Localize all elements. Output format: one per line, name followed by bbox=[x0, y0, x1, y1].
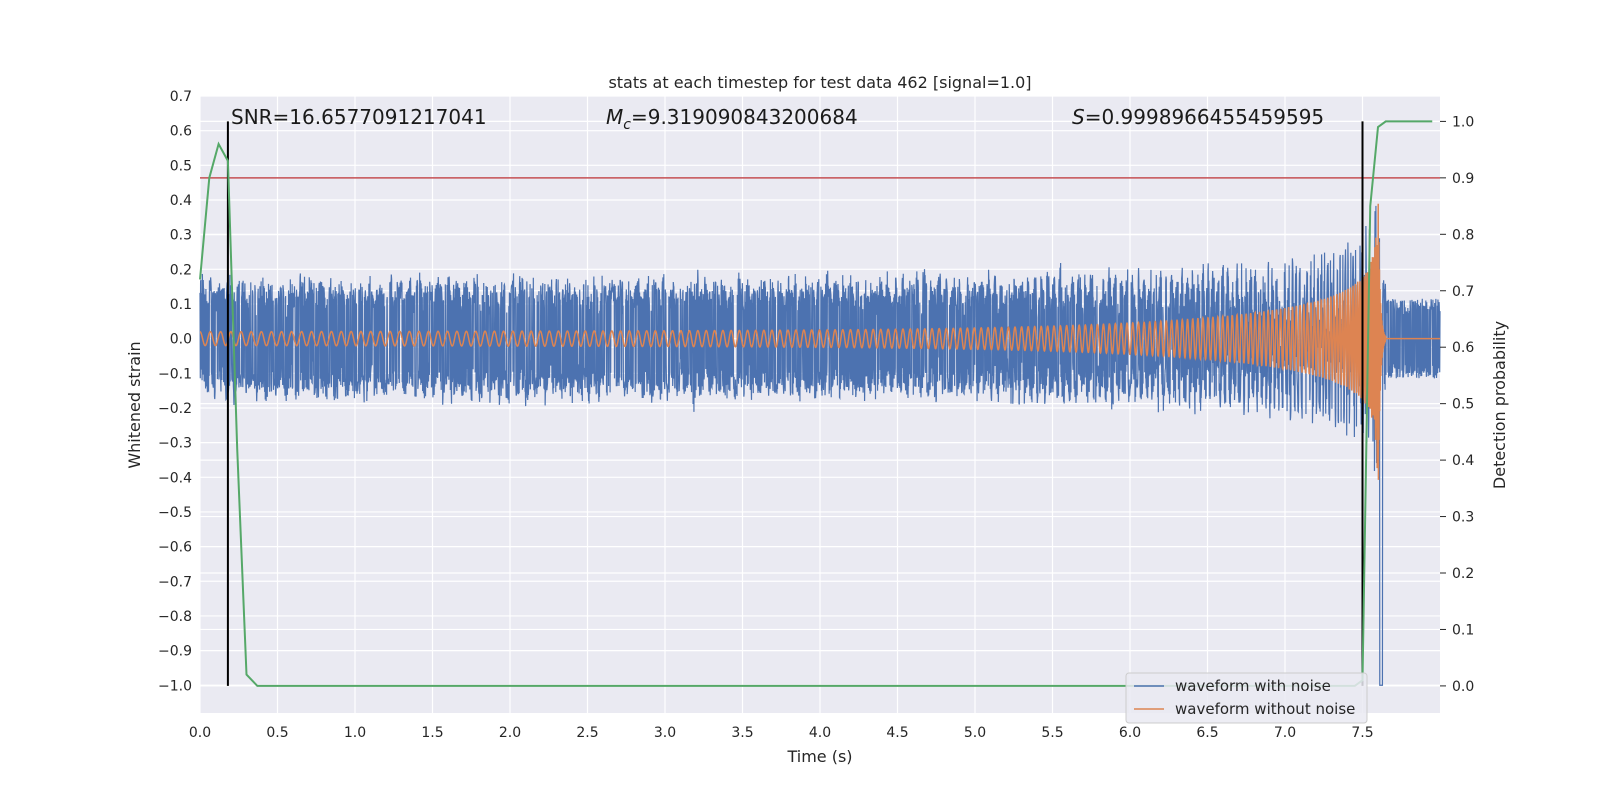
x-tick-label: 0.0 bbox=[189, 725, 211, 741]
y-tick-label: −0.7 bbox=[158, 574, 192, 590]
y2-tick-label: 0.7 bbox=[1452, 284, 1474, 300]
y-tick-label: −0.8 bbox=[158, 609, 192, 625]
legend-box bbox=[1125, 672, 1368, 724]
x-tick-label: 7.0 bbox=[1274, 725, 1296, 741]
y2-tick-label: 0.3 bbox=[1452, 510, 1474, 526]
y-tick-label: 0.0 bbox=[170, 332, 192, 348]
y-tick-label: −0.1 bbox=[158, 366, 192, 382]
y-tick-label: 0.1 bbox=[170, 297, 192, 313]
y2-tick-label: 0.1 bbox=[1452, 622, 1474, 638]
series-line-waveform-with-noise bbox=[199, 205, 1441, 686]
y2-tick-label: 0.0 bbox=[1452, 679, 1474, 695]
annotation-s-symbol: S bbox=[1072, 105, 1085, 129]
x-tick-label: 0.5 bbox=[266, 725, 288, 741]
legend-label-waveform-without-noise: waveform without noise bbox=[1175, 700, 1355, 718]
x-tick-label: 3.5 bbox=[731, 725, 753, 741]
y2-tick-label: 0.2 bbox=[1452, 566, 1474, 582]
x-tick-label: 6.0 bbox=[1119, 725, 1141, 741]
y2-tick-label: 0.8 bbox=[1452, 227, 1474, 243]
series-line-waveform-without-noise bbox=[199, 203, 1440, 480]
annotation-mc-symbol: M bbox=[606, 105, 623, 129]
y-axis-label: Whitened strain bbox=[125, 341, 144, 468]
x-tick-label: 6.5 bbox=[1196, 725, 1218, 741]
y-tick-label: −1.0 bbox=[158, 678, 192, 694]
x-tick-label: 2.0 bbox=[499, 725, 521, 741]
y-tick-label: 0.2 bbox=[170, 262, 192, 278]
y-tick-label: 0.7 bbox=[170, 89, 192, 105]
annotation-mc-subscript: c bbox=[623, 117, 631, 133]
y2-axis-ticks: 1.0 0.9 0.8 0.7 0.6 0.5 0.4 0.3 0.2 0.1 0.0 bbox=[1440, 114, 1474, 695]
y2-axis-label: Detection probability bbox=[1490, 321, 1509, 489]
vertical-markers bbox=[226, 121, 1364, 686]
y-tick-label: 0.6 bbox=[170, 124, 192, 140]
x-tick-label: 5.5 bbox=[1041, 725, 1063, 741]
annotation-s-value: =0.9998966455459595 bbox=[1085, 105, 1324, 129]
x-tick-label: 1.0 bbox=[344, 725, 366, 741]
chart-title: stats at each timestep for test data 462… bbox=[608, 73, 1031, 92]
x-tick-label: 3.0 bbox=[654, 725, 676, 741]
y-tick-label: 0.4 bbox=[170, 193, 192, 209]
y2-tick-label: 1.0 bbox=[1452, 114, 1474, 130]
y2-tick-label: 0.4 bbox=[1452, 453, 1474, 469]
y-tick-label: −0.3 bbox=[158, 436, 192, 452]
annotation-snr: SNR=16.6577091217041 bbox=[231, 105, 487, 129]
x-tick-label: 7.5 bbox=[1351, 725, 1373, 741]
x-tick-label: 4.0 bbox=[809, 725, 831, 741]
x-axis-label: Time (s) bbox=[786, 747, 852, 766]
y-axis-ticks: 0.7 0.6 0.5 0.4 0.3 0.2 0.1 0.0 −0.1 −0.2 −0.3 −0.4… bbox=[158, 89, 192, 694]
x-tick-label: 4.5 bbox=[886, 725, 908, 741]
y2-tick-label: 0.5 bbox=[1452, 397, 1474, 413]
y2-tick-label: 0.6 bbox=[1452, 340, 1474, 356]
legend-label-waveform-with-noise: waveform with noise bbox=[1175, 677, 1331, 695]
x-tick-label: 2.5 bbox=[576, 725, 598, 741]
legend: waveform with noise waveform without noi… bbox=[1125, 672, 1368, 724]
y-tick-label: −0.4 bbox=[158, 470, 192, 486]
plot-area bbox=[199, 120, 1441, 687]
annotation-mc: Mc=9.319090843200684 bbox=[606, 105, 858, 133]
y-tick-label: −0.9 bbox=[158, 644, 192, 660]
x-tick-label: 5.0 bbox=[964, 725, 986, 741]
y-tick-label: −0.2 bbox=[158, 401, 192, 417]
y-tick-label: −0.5 bbox=[158, 505, 192, 521]
y2-tick-label: 0.9 bbox=[1452, 171, 1474, 187]
annotation-s: S=0.9998966455459595 bbox=[1072, 105, 1324, 129]
y-tick-label: −0.6 bbox=[158, 540, 192, 556]
series-line-detection-probability bbox=[199, 120, 1433, 687]
x-tick-label: 1.5 bbox=[421, 725, 443, 741]
x-axis-ticks: 0.0 0.5 1.0 1.5 2.0 2.5 3.0 3.5 4.0 4.5 5.0 5.5 6.0 6… bbox=[189, 725, 1374, 741]
annotation-mc-value: =9.319090843200684 bbox=[631, 105, 858, 129]
y-tick-label: 0.5 bbox=[170, 158, 192, 174]
y-tick-label: 0.3 bbox=[170, 228, 192, 244]
